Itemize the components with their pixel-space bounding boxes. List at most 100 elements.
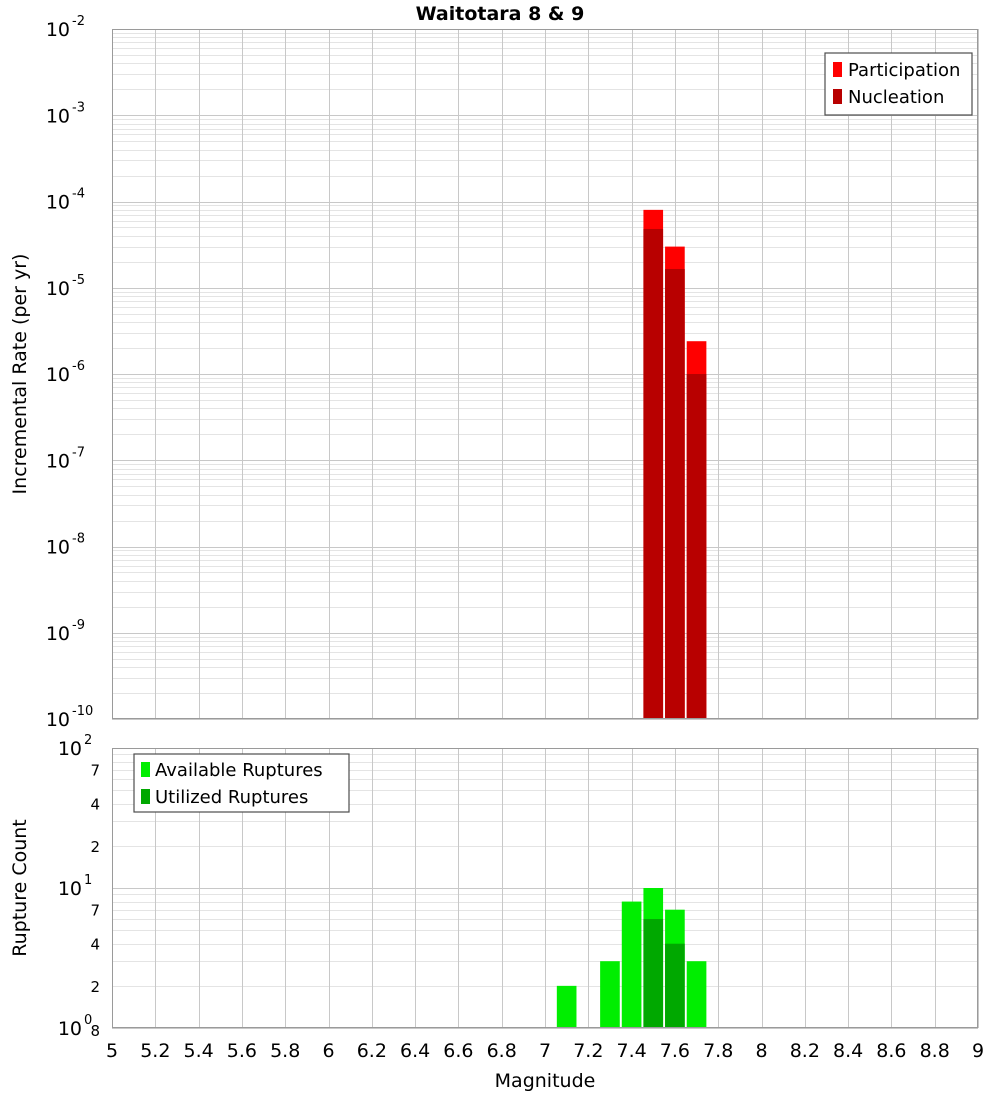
bottom-axes-frame <box>111 747 979 1029</box>
y-tick-minor-bottom: 8 <box>90 1022 100 1040</box>
x-tick-label: 6.8 <box>487 1040 517 1062</box>
bar-available-ruptures <box>621 901 642 1028</box>
y-tick-minor-bottom: 2 <box>90 978 100 996</box>
y-tick-top: 10 -2 <box>46 14 85 41</box>
y-tick-mantissa: 10 <box>46 278 70 300</box>
y-tick-top: 10 -10 <box>46 704 93 731</box>
y-tick-exponent: 2 <box>84 733 92 748</box>
x-tick-label: 8.8 <box>920 1040 950 1062</box>
y-tick-bottom: 10 2 <box>58 733 92 760</box>
y-tick-exponent: -2 <box>72 14 85 29</box>
y-axis-label-top: Incremental Rate (per yr) <box>9 254 31 495</box>
legend-bottom: Available Ruptures Utilized Ruptures <box>133 753 350 813</box>
x-tick-label: 7.8 <box>703 1040 733 1062</box>
y-tick-exponent: 0 <box>84 1013 92 1028</box>
top-panel: 10-210-310-410-510-610-710-810-910 -10Inc… <box>9 14 979 731</box>
x-tick-label: 7.2 <box>573 1040 603 1062</box>
legend-swatch-nucleation <box>833 89 842 104</box>
bar-group-count <box>643 888 664 1028</box>
bar-available-ruptures <box>600 961 620 1028</box>
y-tick-exponent: -8 <box>72 532 85 547</box>
top-axes-frame <box>111 28 979 720</box>
y-tick-minor-bottom: 7 <box>90 762 100 780</box>
legend-label-nucleation: Nucleation <box>848 87 944 108</box>
legend-label-utilized: Utilized Ruptures <box>155 787 308 808</box>
y-tick-mantissa: 10 <box>46 105 70 127</box>
legend-swatch-participation <box>833 62 842 77</box>
y-tick-top: 10 -8 <box>46 532 85 559</box>
x-tick-label: 8 <box>755 1040 767 1062</box>
y-tick-mantissa: 10 <box>46 364 70 386</box>
x-tick-label: 5.6 <box>227 1040 257 1062</box>
x-tick-label: 8.6 <box>876 1040 906 1062</box>
x-tick-label: 6.4 <box>400 1040 430 1062</box>
y-tick-top: 10 -7 <box>46 445 85 472</box>
x-tick-label: 5 <box>106 1040 118 1062</box>
y-tick-mantissa: 10 <box>46 19 70 41</box>
y-tick-exponent: -4 <box>72 187 85 202</box>
y-tick-mantissa: 10 <box>46 537 70 559</box>
y-tick-top: 10 -5 <box>46 273 85 300</box>
y-tick-mantissa: 10 <box>58 1018 82 1040</box>
bar-group-rate <box>686 341 707 719</box>
bar-group-count <box>686 961 707 1028</box>
y-axis-label-bottom: Rupture Count <box>9 819 31 957</box>
bar-group-rate <box>643 209 664 719</box>
bar-utilized-ruptures <box>665 943 685 1028</box>
y-tick-top: 10 -4 <box>46 187 85 214</box>
y-tick-mantissa: 10 <box>46 192 70 214</box>
bar-utilized-ruptures <box>643 919 664 1028</box>
bar-nucleation <box>665 268 685 719</box>
y-tick-bottom: 10 1 <box>58 873 92 900</box>
x-tick-label: 9 <box>972 1040 984 1062</box>
x-tick-label: 5.8 <box>270 1040 300 1062</box>
y-tick-exponent: -10 <box>72 704 93 719</box>
y-tick-minor-bottom: 4 <box>90 936 100 954</box>
legend-top: Participation Nucleation <box>824 52 973 116</box>
y-tick-exponent: -9 <box>72 618 85 633</box>
legend-bottom-box <box>133 753 350 813</box>
y-tick-mantissa: 10 <box>58 878 82 900</box>
bar-group-count <box>600 961 620 1028</box>
bar-group-count <box>621 901 642 1028</box>
y-tick-minor-bottom: 7 <box>90 902 100 920</box>
y-tick-top: 10 -9 <box>46 618 85 645</box>
bar-available-ruptures <box>556 985 577 1028</box>
bar-available-ruptures <box>686 961 707 1028</box>
x-tick-label: 6 <box>322 1040 334 1062</box>
y-tick-mantissa: 10 <box>46 450 70 472</box>
y-tick-bottom: 10 0 <box>58 1013 92 1040</box>
y-tick-top: 10 -6 <box>46 359 85 386</box>
bar-group-count <box>556 985 577 1028</box>
x-tick-label: 8.2 <box>790 1040 820 1062</box>
y-tick-top: 10 -3 <box>46 100 85 127</box>
x-tick-label: 7 <box>539 1040 551 1062</box>
x-tick-label: 7.4 <box>616 1040 646 1062</box>
y-tick-mantissa: 10 <box>58 738 82 760</box>
x-tick-label: 6.2 <box>357 1040 387 1062</box>
bar-nucleation <box>686 374 707 719</box>
legend-swatch-available <box>141 762 150 777</box>
x-tick-label: 6.6 <box>443 1040 473 1062</box>
legend-label-participation: Participation <box>848 60 960 81</box>
y-tick-minor-bottom: 2 <box>90 838 100 856</box>
x-tick-label: 5.4 <box>183 1040 213 1062</box>
x-tick-label: 5.2 <box>140 1040 170 1062</box>
x-tick-label: 8.4 <box>833 1040 863 1062</box>
y-tick-minor-bottom: 4 <box>90 796 100 814</box>
y-tick-mantissa: 10 <box>46 623 70 645</box>
bar-group-rate <box>665 246 685 719</box>
y-tick-exponent: -3 <box>72 100 85 115</box>
legend-label-available: Available Ruptures <box>155 760 323 781</box>
y-tick-exponent: 1 <box>84 873 92 888</box>
y-tick-exponent: -6 <box>72 359 85 374</box>
legend-swatch-utilized <box>141 789 150 804</box>
bar-nucleation <box>643 228 664 719</box>
x-tick-label: 7.6 <box>660 1040 690 1062</box>
y-tick-exponent: -7 <box>72 445 85 460</box>
page-title: Waitotara 8 & 9 <box>416 3 585 25</box>
y-tick-exponent: -5 <box>72 273 85 288</box>
